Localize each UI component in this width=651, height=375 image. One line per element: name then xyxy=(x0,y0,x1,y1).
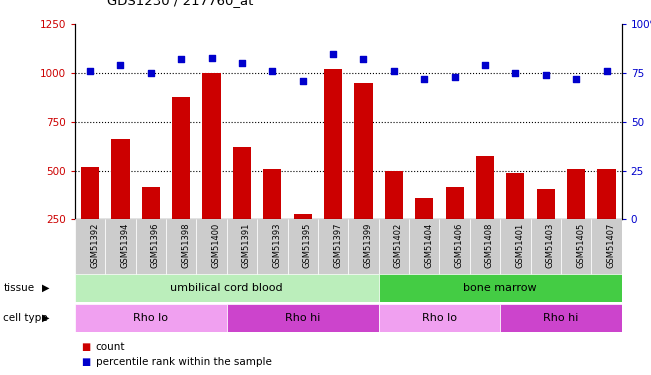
Text: GSM51396: GSM51396 xyxy=(151,222,159,268)
Point xyxy=(298,78,308,84)
Text: Rho hi: Rho hi xyxy=(543,313,579,323)
Point xyxy=(85,68,95,74)
Text: umbilical cord blood: umbilical cord blood xyxy=(171,283,283,293)
Point xyxy=(237,60,247,66)
Bar xyxy=(288,219,318,278)
Bar xyxy=(197,219,227,278)
Bar xyxy=(476,156,494,219)
Bar xyxy=(379,219,409,278)
Text: ■: ■ xyxy=(81,357,90,367)
Point xyxy=(328,51,339,57)
Bar xyxy=(233,147,251,219)
Bar xyxy=(75,274,379,302)
Bar xyxy=(561,219,591,278)
Point xyxy=(449,74,460,80)
Text: GSM51392: GSM51392 xyxy=(90,222,99,268)
Text: ■: ■ xyxy=(81,342,90,352)
Bar xyxy=(166,219,197,278)
Text: bone marrow: bone marrow xyxy=(464,283,537,293)
Point xyxy=(267,68,277,74)
Bar xyxy=(567,169,585,219)
Text: Rho lo: Rho lo xyxy=(422,313,457,323)
Bar xyxy=(257,219,288,278)
Text: Rho hi: Rho hi xyxy=(285,313,320,323)
Bar xyxy=(111,140,130,219)
Text: GSM51404: GSM51404 xyxy=(424,222,433,267)
Bar xyxy=(227,219,257,278)
Point xyxy=(571,76,581,82)
Point xyxy=(389,68,399,74)
Bar xyxy=(415,198,434,219)
Text: percentile rank within the sample: percentile rank within the sample xyxy=(96,357,271,367)
Bar xyxy=(324,69,342,219)
Text: GSM51405: GSM51405 xyxy=(576,222,585,267)
Bar xyxy=(470,219,500,278)
Text: GSM51401: GSM51401 xyxy=(516,222,524,267)
Text: GSM51402: GSM51402 xyxy=(394,222,403,267)
Bar xyxy=(172,96,190,219)
Text: GSM51393: GSM51393 xyxy=(272,222,281,268)
Text: GSM51399: GSM51399 xyxy=(363,222,372,268)
Text: GSM51403: GSM51403 xyxy=(546,222,555,268)
Text: GDS1230 / 217760_at: GDS1230 / 217760_at xyxy=(107,0,254,8)
Point xyxy=(176,57,186,63)
Bar xyxy=(379,304,500,332)
Text: GSM51394: GSM51394 xyxy=(120,222,130,268)
Point xyxy=(602,68,612,74)
Bar xyxy=(75,219,105,278)
Bar xyxy=(536,189,555,219)
Bar xyxy=(135,219,166,278)
Text: GSM51391: GSM51391 xyxy=(242,222,251,268)
Bar xyxy=(598,169,616,219)
Text: cell type: cell type xyxy=(3,313,48,323)
Bar xyxy=(385,171,403,219)
Bar xyxy=(506,172,525,219)
Text: GSM51398: GSM51398 xyxy=(181,222,190,268)
Bar xyxy=(202,73,221,219)
Text: ▶: ▶ xyxy=(42,313,50,323)
Bar xyxy=(591,219,622,278)
Text: GSM51395: GSM51395 xyxy=(303,222,312,268)
Point xyxy=(115,62,126,68)
Bar xyxy=(500,304,622,332)
Bar xyxy=(105,219,135,278)
Bar xyxy=(409,219,439,278)
Bar xyxy=(294,213,312,219)
Text: GSM51397: GSM51397 xyxy=(333,222,342,268)
Text: tissue: tissue xyxy=(3,283,35,293)
Bar xyxy=(379,274,622,302)
Text: ▶: ▶ xyxy=(42,283,50,293)
Bar xyxy=(531,219,561,278)
Bar xyxy=(318,219,348,278)
Point xyxy=(540,72,551,78)
Text: GSM51407: GSM51407 xyxy=(607,222,615,268)
Point xyxy=(510,70,521,76)
Text: GSM51400: GSM51400 xyxy=(212,222,221,267)
Text: GSM51408: GSM51408 xyxy=(485,222,494,268)
Bar xyxy=(348,219,379,278)
Text: count: count xyxy=(96,342,125,352)
Bar xyxy=(142,187,160,219)
Bar xyxy=(227,304,379,332)
Text: GSM51406: GSM51406 xyxy=(454,222,464,268)
Bar xyxy=(75,304,227,332)
Point xyxy=(419,76,430,82)
Bar xyxy=(500,219,531,278)
Bar xyxy=(263,169,281,219)
Bar xyxy=(354,83,372,219)
Point xyxy=(358,57,368,63)
Text: Rho lo: Rho lo xyxy=(133,313,169,323)
Bar xyxy=(445,187,464,219)
Point xyxy=(480,62,490,68)
Bar xyxy=(81,167,99,219)
Point xyxy=(146,70,156,76)
Point xyxy=(206,54,217,60)
Bar xyxy=(439,219,470,278)
